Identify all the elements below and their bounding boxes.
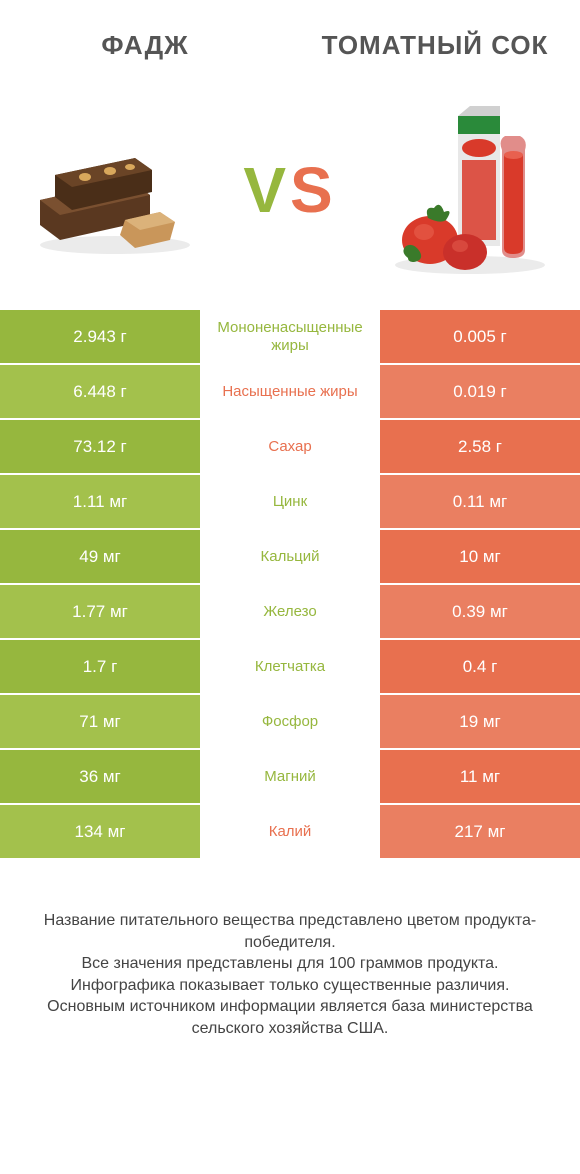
images-row: VS — [0, 90, 580, 290]
cell-right-value: 0.4 г — [380, 640, 580, 693]
cell-left-value: 6.448 г — [0, 365, 200, 418]
table-row: 36 мгМагний11 мг — [0, 750, 580, 805]
cell-left-value: 36 мг — [0, 750, 200, 803]
cell-nutrient-label: Сахар — [200, 420, 380, 473]
footer-line-4: Основным источником информации является … — [20, 996, 560, 1039]
cell-right-value: 0.019 г — [380, 365, 580, 418]
comparison-table: 2.943 гМононенасыщенные жиры0.005 г6.448… — [0, 310, 580, 860]
table-row: 1.11 мгЦинк0.11 мг — [0, 475, 580, 530]
cell-left-value: 134 мг — [0, 805, 200, 858]
table-row: 6.448 гНасыщенные жиры0.019 г — [0, 365, 580, 420]
table-row: 1.77 мгЖелезо0.39 мг — [0, 585, 580, 640]
footer-line-1: Название питательного вещества представл… — [20, 910, 560, 953]
vs-v-letter: V — [243, 153, 290, 227]
footer-line-2: Все значения представлены для 100 граммо… — [20, 953, 560, 975]
cell-nutrient-label: Кальций — [200, 530, 380, 583]
cell-nutrient-label: Клетчатка — [200, 640, 380, 693]
table-row: 49 мгКальций10 мг — [0, 530, 580, 585]
cell-left-value: 1.7 г — [0, 640, 200, 693]
fudge-image — [0, 120, 220, 260]
cell-nutrient-label: Фосфор — [200, 695, 380, 748]
cell-right-value: 0.005 г — [380, 310, 580, 363]
table-row: 71 мгФосфор19 мг — [0, 695, 580, 750]
cell-nutrient-label: Мононенасыщенные жиры — [200, 310, 380, 363]
header-right: ТОМАТНЫЙ СОК — [290, 0, 580, 90]
cell-right-value: 19 мг — [380, 695, 580, 748]
cell-nutrient-label: Магний — [200, 750, 380, 803]
vs-label: VS — [220, 153, 360, 227]
cell-right-value: 2.58 г — [380, 420, 580, 473]
cell-left-value: 2.943 г — [0, 310, 200, 363]
juice-image — [360, 100, 580, 280]
cell-nutrient-label: Насыщенные жиры — [200, 365, 380, 418]
table-row: 2.943 гМононенасыщенные жиры0.005 г — [0, 310, 580, 365]
header-row: ФАДЖ ТОМАТНЫЙ СОК — [0, 0, 580, 90]
cell-right-value: 11 мг — [380, 750, 580, 803]
cell-left-value: 1.77 мг — [0, 585, 200, 638]
footer-line-3: Инфографика показывает только существенн… — [20, 975, 560, 997]
header-left: ФАДЖ — [0, 0, 290, 90]
table-row: 134 мгКалий217 мг — [0, 805, 580, 860]
cell-left-value: 49 мг — [0, 530, 200, 583]
footer-text: Название питательного вещества представл… — [0, 910, 580, 1040]
cell-right-value: 10 мг — [380, 530, 580, 583]
cell-left-value: 1.11 мг — [0, 475, 200, 528]
vs-s-letter: S — [290, 153, 337, 227]
cell-left-value: 73.12 г — [0, 420, 200, 473]
cell-left-value: 71 мг — [0, 695, 200, 748]
table-row: 1.7 гКлетчатка0.4 г — [0, 640, 580, 695]
table-row: 73.12 гСахар2.58 г — [0, 420, 580, 475]
cell-nutrient-label: Железо — [200, 585, 380, 638]
cell-nutrient-label: Цинк — [200, 475, 380, 528]
cell-right-value: 0.39 мг — [380, 585, 580, 638]
cell-right-value: 0.11 мг — [380, 475, 580, 528]
cell-right-value: 217 мг — [380, 805, 580, 858]
cell-nutrient-label: Калий — [200, 805, 380, 858]
infographic-container: ФАДЖ ТОМАТНЫЙ СОК VS — [0, 0, 580, 1174]
